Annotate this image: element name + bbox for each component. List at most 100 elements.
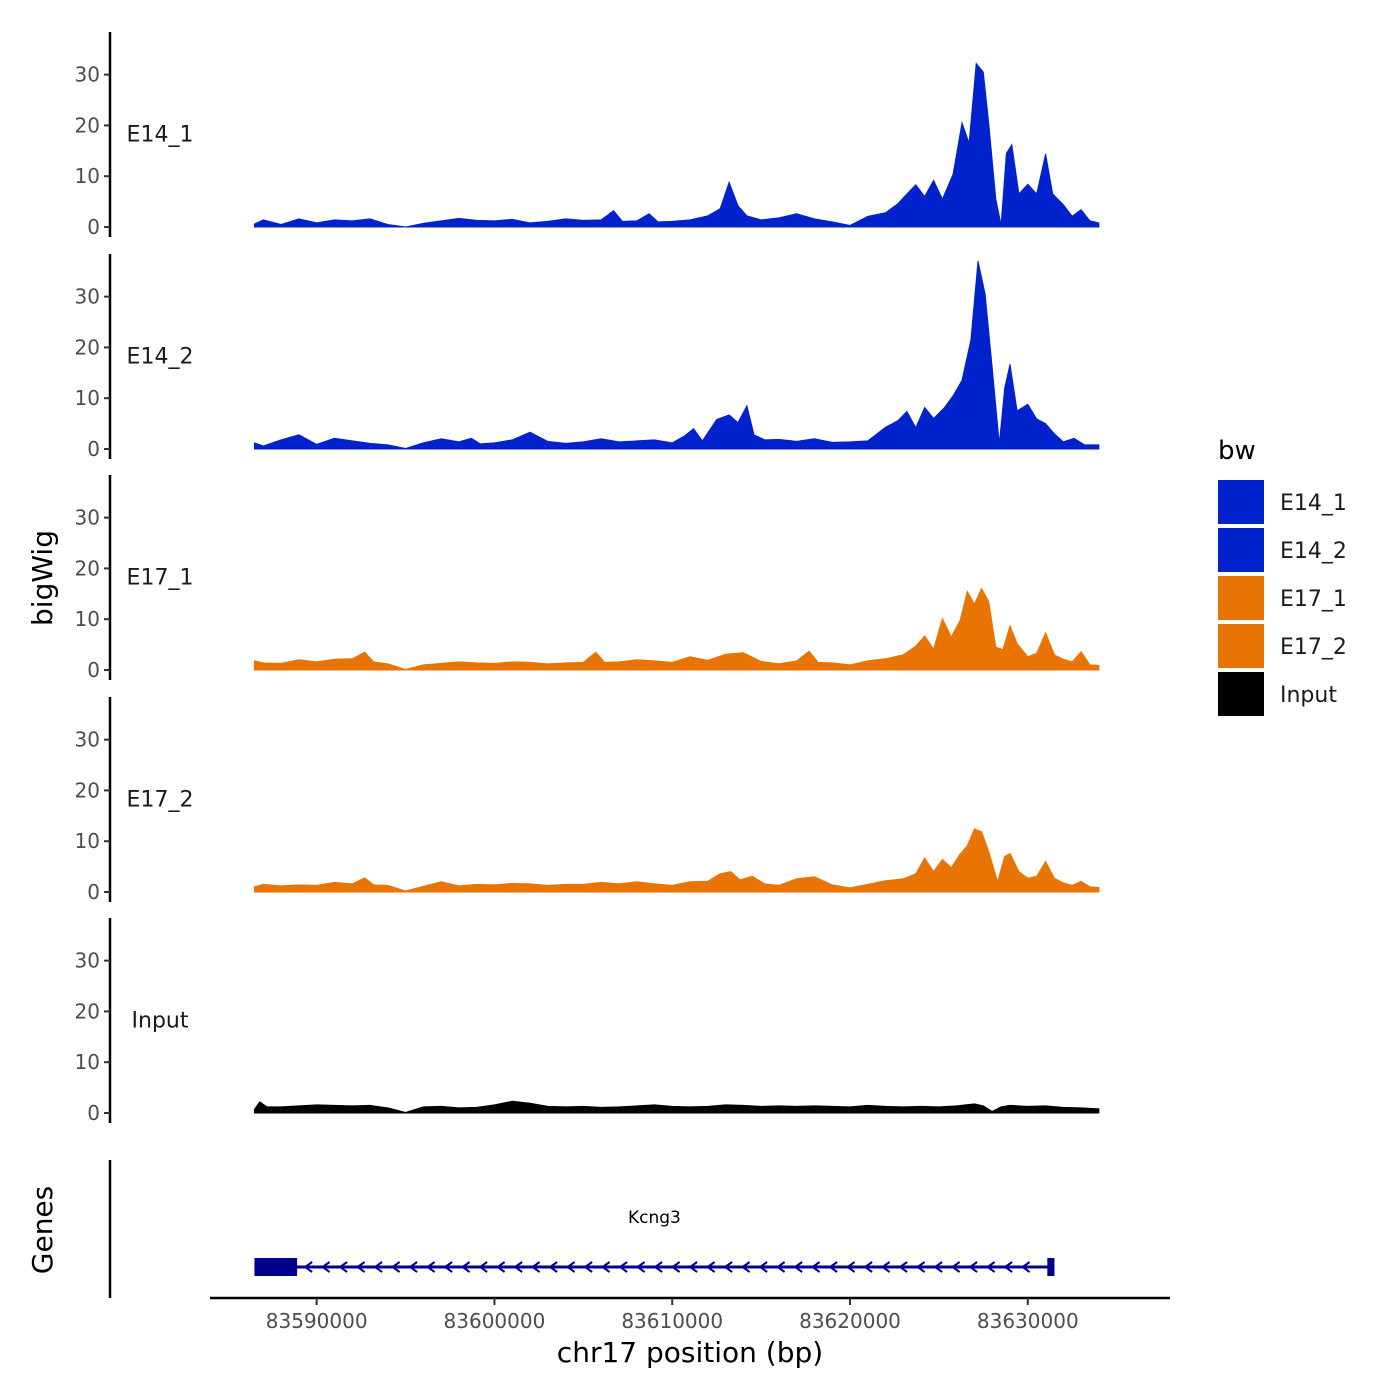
legend: bw E14_1 E14_2 E17_1 E17_2 Input [1218,436,1347,716]
area-E14_1 [253,62,1100,228]
strand-arrow [845,1261,856,1273]
legend-swatch [1218,480,1264,524]
strand-arrow [460,1261,471,1273]
legend-label: E14_2 [1280,539,1347,564]
legend-swatch [1218,528,1264,572]
strand-arrow [950,1261,961,1273]
strand-arrow [688,1261,698,1273]
x-tick-label: 83610000 [621,1309,723,1333]
strand-arrow [600,1261,611,1273]
genes-axis-title: Genes [26,1186,59,1274]
legend-label: Input [1280,683,1337,708]
gene-exon [254,1258,298,1276]
strand-arrow [985,1261,996,1273]
y-tick-label: 30 [75,285,100,309]
strand-arrow [723,1261,733,1273]
y-tick-label: 0 [87,658,100,682]
y-tick-label: 20 [75,335,100,359]
y-tick-label: 30 [75,949,100,973]
strand-arrow [828,1261,838,1273]
legend-swatch [1218,624,1264,668]
y-tick-label: 0 [87,880,100,904]
strand-arrow [635,1261,646,1273]
track-E14_2: 0 10 20 30 E14_2 [75,254,1100,461]
genes-panel: Kcng3 [108,1160,1055,1298]
track-label: E17_1 [127,565,194,590]
strand-arrow [303,1261,313,1273]
strand-arrow [320,1261,331,1273]
y-tick-label: 10 [75,386,100,410]
y-tick-label: 0 [87,215,100,239]
track-E17_2: 0 10 20 30 E17_2 [75,697,1100,904]
y-tick-label: 20 [75,113,100,137]
strand-arrow [443,1261,453,1273]
strand-arrow [390,1261,401,1273]
strand-arrow [513,1261,523,1273]
x-tick-label: 83630000 [977,1309,1079,1333]
strand-arrow [758,1261,768,1273]
strand-arrow [618,1261,628,1273]
x-tick-label: 83620000 [799,1309,901,1333]
x-axis: 83590000 83600000 83610000 83620000 83630000 [210,1296,1170,1333]
gene-label: Kcng3 [628,1208,681,1228]
legend-label: E14_1 [1280,491,1347,516]
strand-arrow [548,1261,558,1273]
legend-swatch [1218,672,1264,716]
area-E14_2 [253,260,1100,450]
strand-arrow [793,1261,803,1273]
x-axis-title: chr17 position (bp) [557,1336,823,1369]
strand-arrow [653,1261,663,1273]
y-tick-label: 0 [87,437,100,461]
strand-arrow [425,1261,436,1273]
area-E17_1 [253,587,1100,671]
legend-label: E17_2 [1280,635,1347,660]
track-label: Input [132,1008,189,1033]
strand-arrow [810,1261,821,1273]
gene-exon [1047,1258,1055,1276]
strand-arrow [565,1261,576,1273]
track-Input: 0 10 20 30 Input [75,918,1100,1125]
y-tick-label: 20 [75,556,100,580]
y-tick-label: 10 [75,1050,100,1074]
strand-arrow [740,1261,751,1273]
y-tick-label: 0 [87,1101,100,1125]
area-Input [253,1100,1100,1114]
strand-arrow [705,1261,716,1273]
strand-arrow [408,1261,418,1273]
y-tick-label: 20 [75,778,100,802]
track-label: E17_2 [127,787,194,812]
track-label: E14_2 [127,344,194,369]
y-tick-label: 20 [75,999,100,1023]
y-axis-title: bigWig [26,530,59,626]
strand-arrow [355,1261,366,1273]
y-tick-label: 10 [75,164,100,188]
strand-arrow [863,1261,873,1273]
strand-arrow [373,1261,383,1273]
signal-tracks: 0 10 20 30 E14_1 0 10 20 30 E14_2 0 10 20 30 E17_1 0 10 2… [75,32,1100,1125]
strand-arrow [915,1261,926,1273]
strand-arrow [670,1261,681,1273]
legend-swatch [1218,576,1264,620]
strand-arrow [583,1261,593,1273]
strand-arrow [898,1261,908,1273]
strand-arrow [1003,1261,1013,1273]
legend-title: bw [1218,436,1256,466]
strand-arrow [933,1261,943,1273]
y-tick-label: 30 [75,728,100,752]
x-tick-label: 83600000 [444,1309,546,1333]
strand-arrow [968,1261,978,1273]
track-E17_1: 0 10 20 30 E17_1 [75,475,1100,682]
strand-arrow [775,1261,786,1273]
strand-arrow [338,1261,348,1273]
y-tick-label: 10 [75,829,100,853]
y-tick-label: 30 [75,506,100,530]
strand-arrow [478,1261,488,1273]
gene-Kcng3: Kcng3 [254,1208,1055,1276]
strand-arrow [880,1261,891,1273]
track-label: E14_1 [127,122,194,147]
track-E14_1: 0 10 20 30 E14_1 [75,32,1100,239]
y-tick-label: 30 [75,63,100,87]
y-tick-label: 10 [75,607,100,631]
area-E17_2 [253,828,1100,893]
